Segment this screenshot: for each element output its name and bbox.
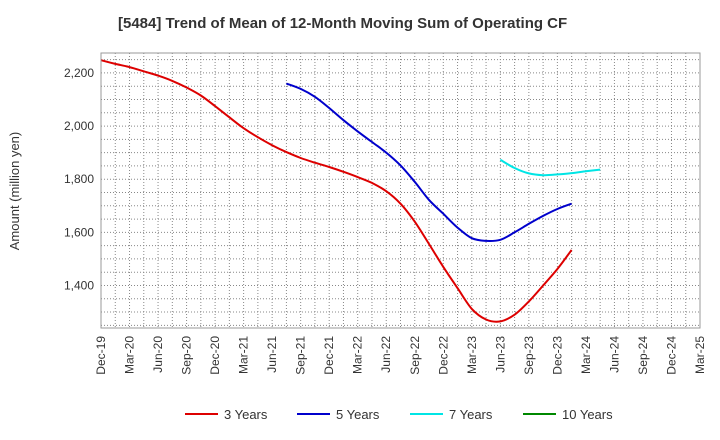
grid [100,53,701,328]
x-tick-label: Sep-22 [408,336,422,375]
y-axis-ticks: 1,400 1,600 1,800 2,000 2,200 [64,66,94,293]
legend: 3 Years 5 Years 7 Years 10 Years [185,407,613,422]
x-tick-label: Dec-23 [550,336,564,375]
legend-label: 5 Years [336,407,380,422]
x-tick-label: Sep-20 [180,336,194,375]
series-line [286,82,572,243]
y-tick-label: 1,600 [64,225,94,239]
x-tick-label: Jun-24 [607,336,621,373]
legend-label: 10 Years [562,407,613,422]
x-tick-label: Mar-23 [465,336,479,374]
y-tick-label: 2,000 [64,119,94,133]
y-axis-label: Amount (million yen) [7,132,22,251]
x-tick-label: Sep-21 [294,336,308,375]
x-tick-label: Dec-19 [94,336,108,375]
plot-frame [100,52,701,329]
series-line [499,158,601,177]
y-tick-label: 1,400 [64,278,94,292]
x-tick-label: Jun-22 [379,336,393,373]
x-tick-label: Jun-20 [151,336,165,373]
x-tick-label: Sep-23 [522,336,536,375]
x-tick-label: Mar-24 [579,336,593,374]
x-tick-label: Jun-21 [265,336,279,373]
x-tick-label: Jun-23 [493,336,507,373]
legend-label: 7 Years [449,407,493,422]
x-tick-label: Dec-22 [436,336,450,375]
x-tick-label: Mar-20 [123,336,137,374]
series-line [100,59,573,323]
x-tick-label: Mar-21 [237,336,251,374]
y-tick-label: 1,800 [64,172,94,186]
x-axis-ticks: Dec-19 Mar-20 Jun-20 Sep-20 Dec-20 Mar-21 Jun-… [94,336,707,375]
chart-title: [5484] Trend of Mean of 12-Month Moving … [118,15,567,32]
x-tick-label: Dec-20 [208,336,222,375]
legend-label: 3 Years [224,407,268,422]
x-tick-label: Mar-22 [351,336,365,374]
x-tick-label: Sep-24 [636,336,650,375]
x-tick-label: Dec-21 [322,336,336,375]
y-tick-label: 2,200 [64,66,94,80]
x-tick-label: Dec-24 [664,336,678,375]
x-tick-label: Mar-25 [693,336,707,374]
series-lines [100,59,601,323]
